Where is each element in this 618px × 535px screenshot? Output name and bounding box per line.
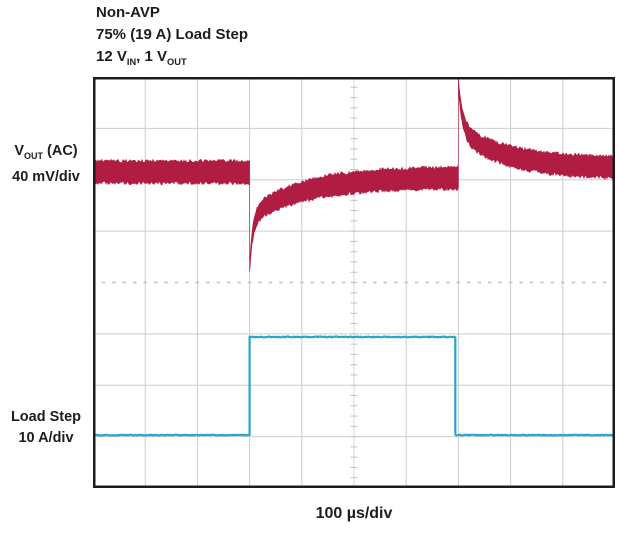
load-step-waveform xyxy=(93,335,615,437)
scope-plot-area xyxy=(93,77,615,488)
vout-scale-label: 40 mV/div xyxy=(12,168,80,185)
vout-waveform xyxy=(93,78,615,272)
channel-loadstep-label: Load Step 10 A/div xyxy=(2,407,90,449)
channel-vout-label: VOUT (AC) 40 mV/div xyxy=(2,141,90,188)
plot-border xyxy=(93,77,615,488)
vout-name-label: VOUT (AC) xyxy=(14,143,78,161)
title-line-1: Non-AVP xyxy=(96,4,160,21)
title-line-2: 75% (19 A) Load Step xyxy=(96,26,248,43)
title-line-3: 12 VIN, 1 VOUT xyxy=(96,48,187,67)
loadstep-scale-label: 10 A/div xyxy=(18,430,74,446)
loadstep-name-label: Load Step xyxy=(10,409,82,425)
chart-title: Non-AVP 75% (19 A) Load Step 12 VIN, 1 V… xyxy=(96,2,248,73)
grid-lines xyxy=(93,77,615,488)
waveform-canvas xyxy=(93,77,615,488)
x-axis-label: 100 µs/div xyxy=(315,505,393,522)
